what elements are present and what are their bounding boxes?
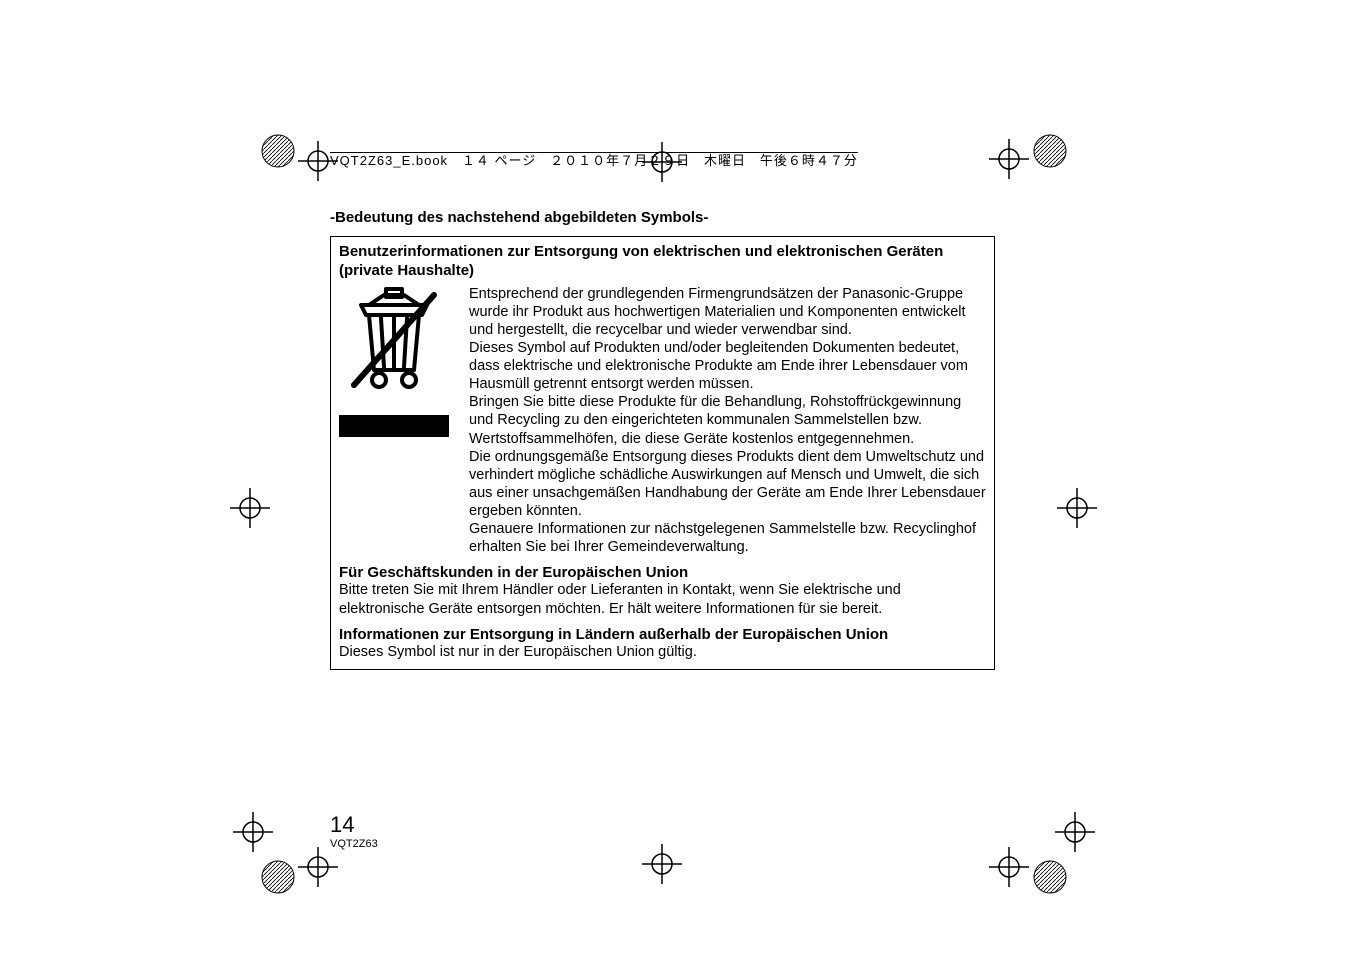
reg-mark-icon xyxy=(298,141,338,181)
reg-mark-icon xyxy=(642,844,682,884)
reg-mark-icon xyxy=(1055,812,1095,852)
para5: Genauere Informationen zur nächstgelegen… xyxy=(469,520,986,556)
page-number: 14 xyxy=(330,812,354,838)
reg-mark-icon xyxy=(230,488,270,528)
black-bar xyxy=(339,415,449,437)
sphere-mark-icon xyxy=(1032,133,1068,169)
header-filename: VQT2Z63_E.book xyxy=(330,153,448,168)
sub2-heading: Informationen zur Entsorgung in Ländern … xyxy=(339,626,986,643)
para4: Die ordnungsgemäße Entsorgung dieses Pro… xyxy=(469,448,986,521)
info-box: Benutzerinformationen zur Entsorgung von… xyxy=(330,236,995,670)
sub1-heading: Für Geschäftskunden in der Europäischen … xyxy=(339,564,986,581)
header-pageinfo: １４ ページ xyxy=(462,153,536,168)
text-column: Entsprechend der grundlegenden Firmengru… xyxy=(469,285,986,557)
header-day: 木曜日 xyxy=(704,153,746,168)
reg-mark-icon xyxy=(1057,488,1097,528)
para2: Dieses Symbol auf Produkten und/oder beg… xyxy=(469,339,986,393)
reg-mark-icon xyxy=(989,847,1029,887)
reg-mark-icon xyxy=(298,847,338,887)
sphere-mark-icon xyxy=(260,133,296,169)
header-time: 午後６時４７分 xyxy=(760,153,858,168)
weee-bin-icon xyxy=(339,285,449,405)
page-title: -Bedeutung des nachstehend abgebildeten … xyxy=(330,209,995,226)
para3: Bringen Sie bitte diese Produkte für die… xyxy=(469,393,986,447)
sphere-mark-icon xyxy=(260,859,296,895)
reg-mark-icon xyxy=(233,812,273,852)
reg-mark-icon xyxy=(642,142,682,182)
para1: Entsprechend der grundlegenden Firmengru… xyxy=(469,285,986,339)
sub1-text: Bitte treten Sie mit Ihrem Händler oder … xyxy=(339,581,986,617)
icon-column xyxy=(339,285,469,557)
box-heading: Benutzerinformationen zur Entsorgung von… xyxy=(339,243,986,281)
sub2-text: Dieses Symbol ist nur in der Europäische… xyxy=(339,643,986,661)
sphere-mark-icon xyxy=(1032,859,1068,895)
reg-mark-icon xyxy=(989,139,1029,179)
